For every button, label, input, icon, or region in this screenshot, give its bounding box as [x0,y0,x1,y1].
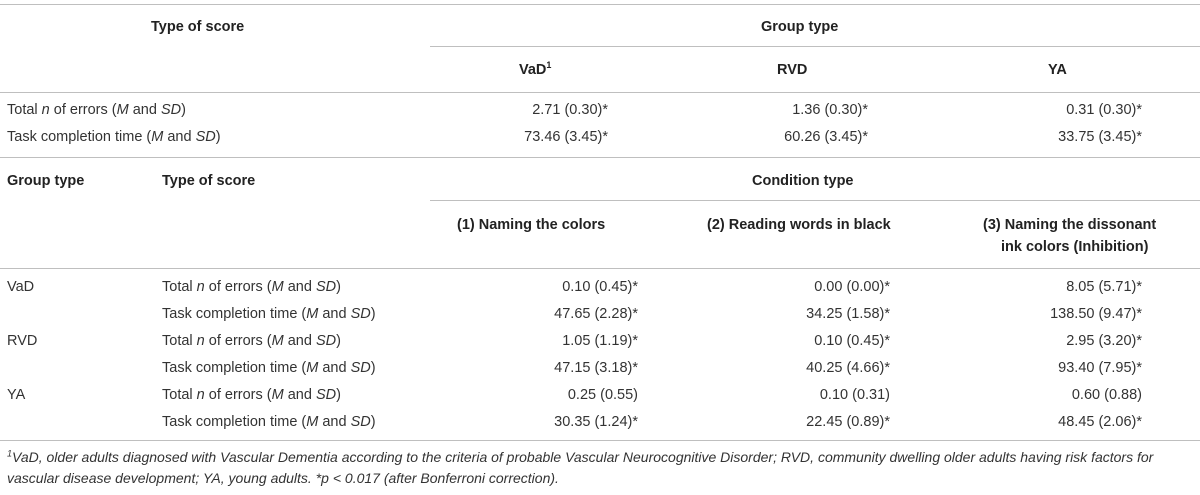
t2-ya-errors-c3: 0.60 (0.88) [1071,387,1142,403]
t2-ya-time-c1: 30.35 (1.24)* [554,414,638,430]
t2-group-vad: VaD [7,279,35,295]
t2-rvd-errors-c3: 2.95 (3.20)* [1066,333,1142,349]
t2-bottom-rule [0,440,1200,441]
t2-col-naming-colors: (1) Naming the colors [457,217,606,233]
t1-row-time-vad: 73.46 (3.45)* [524,129,608,145]
t2-rvd-time-c2: 40.25 (4.66)* [806,360,890,376]
t2-ya-time-c2: 22.45 (0.89)* [806,414,890,430]
t1-row-errors-label: Total n of errors (M and SD) [7,102,186,118]
t1-row-errors-ya: 0.31 (0.30)* [1066,102,1142,118]
t2-header-rule [430,200,1200,201]
t2-rvd-time-c3: 93.40 (7.95)* [1058,360,1142,376]
t1-row-time-label: Task completion time (M and SD) [7,129,221,145]
t2-header-type-of-score: Type of score [162,173,256,189]
t2-rvd-errors-label: Total n of errors (M and SD) [162,333,341,349]
t2-vad-errors-c1: 0.10 (0.45)* [562,279,638,295]
footnote-text-end: < 0.017 (after Bonferroni correction). [328,470,559,486]
t1-row-time-ya: 33.75 (3.45)* [1058,129,1142,145]
t2-subheader-rule [0,268,1200,269]
t1-col-vad: VaD1 [519,60,552,78]
t2-vad-errors-label: Total n of errors (M and SD) [162,279,341,295]
t1-header-type-of-score: Type of score [151,19,245,35]
t2-vad-errors-c3: 8.05 (5.71)* [1066,279,1142,295]
t1-header-rule [430,46,1200,47]
t2-rvd-time-c1: 47.15 (3.18)* [554,360,638,376]
t1-bottom-rule [0,157,1200,158]
t2-ya-errors-c2: 0.10 (0.31) [819,387,890,403]
t1-row-errors-vad: 2.71 (0.30)* [532,102,608,118]
t2-header-condition-type: Condition type [752,173,854,189]
t2-col-dissonant-line2: ink colors (Inhibition) [1001,239,1149,255]
t1-row-time-rvd: 60.26 (3.45)* [784,129,868,145]
t2-vad-errors-c2: 0.00 (0.00)* [814,279,890,295]
t2-col-reading-words: (2) Reading words in black [707,217,891,233]
t2-rvd-time-label: Task completion time (M and SD) [162,360,376,376]
top-rule [0,4,1200,5]
t2-vad-time-c1: 47.65 (2.28)* [554,306,638,322]
t2-ya-errors-label: Total n of errors (M and SD) [162,387,341,403]
footnote-text: VaD, older adults diagnosed with Vascula… [7,449,1154,486]
t2-col-dissonant-line1: (3) Naming the dissonant [983,217,1157,233]
t1-col-rvd: RVD [777,62,808,78]
footnote: 1VaD, older adults diagnosed with Vascul… [7,447,1195,489]
t1-subheader-rule [0,92,1200,93]
t1-col-ya: YA [1048,62,1067,78]
t2-rvd-errors-c2: 0.10 (0.45)* [814,333,890,349]
t1-header-group-type: Group type [761,19,839,35]
t2-vad-time-label: Task completion time (M and SD) [162,306,376,322]
footnote-marker: 1 [7,448,13,459]
t2-rvd-errors-c1: 1.05 (1.19)* [562,333,638,349]
t2-ya-time-label: Task completion time (M and SD) [162,414,376,430]
t1-row-errors-rvd: 1.36 (0.30)* [792,102,868,118]
footnote-p: p [321,470,329,486]
t2-ya-time-c3: 48.45 (2.06)* [1058,414,1142,430]
t2-vad-time-c2: 34.25 (1.58)* [806,306,890,322]
t2-ya-errors-c1: 0.25 (0.55) [567,387,638,403]
t2-group-rvd: RVD [7,333,38,349]
t2-group-ya: YA [7,387,26,403]
t2-header-group-type: Group type [7,173,85,189]
t2-vad-time-c3: 138.50 (9.47)* [1050,306,1142,322]
